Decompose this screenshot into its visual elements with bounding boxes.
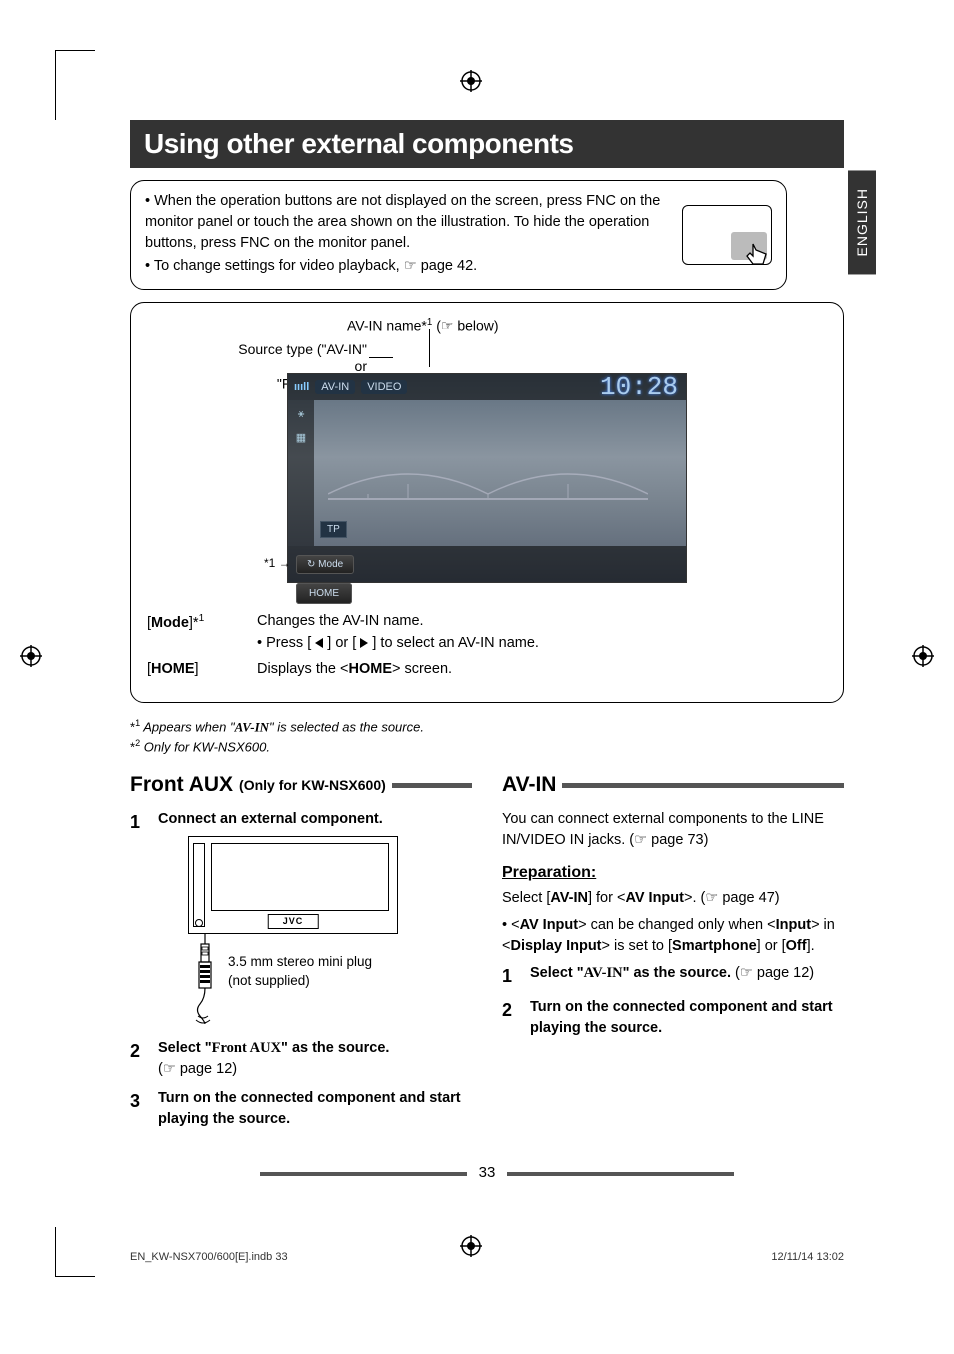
- av-in-intro: You can connect external components to t…: [502, 809, 844, 851]
- tp-indicator: TP: [320, 521, 347, 538]
- footer-right: 12/11/14 13:02: [771, 1251, 844, 1263]
- step-title: Turn on the connected component and star…: [158, 1088, 472, 1130]
- mode-sub: Press [ ] or [ ] to select an AV-IN name…: [257, 633, 539, 655]
- stereo-illustration: JVC: [188, 836, 418, 1024]
- screenshot-box: AV-IN name*1 (☞ below) Source type ("AV-…: [130, 302, 844, 703]
- signal-icon: ıııll: [294, 381, 309, 393]
- info-line: To change settings for video playback, ☞…: [145, 256, 668, 277]
- preparation-heading: Preparation:: [502, 861, 844, 884]
- step-number: 1: [130, 809, 148, 1030]
- annotation-star: *1 →: [264, 556, 291, 570]
- screen-clock: 10:28: [600, 372, 678, 402]
- footnotes: *1 Appears when "AV-IN" is selected as t…: [130, 717, 844, 756]
- step-title: Turn on the connected component and star…: [530, 997, 844, 1039]
- device-screenshot: ıııll AV-IN VIDEO 10:28 ⚹ ▦ TP ↻ M: [287, 373, 687, 583]
- screen-home-button[interactable]: HOME: [296, 583, 352, 604]
- av-in-heading: AV-IN: [502, 770, 844, 800]
- mode-key: [Mode]*1: [147, 611, 257, 655]
- mode-desc: Changes the AV-IN name.: [257, 611, 539, 633]
- nav-icon: ▦: [296, 431, 306, 444]
- step-number: 1: [502, 963, 520, 989]
- screen-video-label: VIDEO: [361, 380, 407, 394]
- step-ref: (☞ page 12): [735, 965, 814, 981]
- step-title: Select "AV-IN" as the source.: [530, 965, 735, 981]
- trim-mark: [55, 1227, 95, 1277]
- label-avin-name: AV-IN name*1 (☞ below): [347, 317, 499, 335]
- front-aux-heading: Front AUX (Only for KW-NSX600): [130, 770, 472, 800]
- bridge-illustration: [328, 444, 648, 514]
- step-number: 3: [130, 1088, 148, 1130]
- page-number: 33: [130, 1164, 844, 1181]
- right-column: AV-IN You can connect external component…: [502, 770, 844, 1138]
- step-number: 2: [130, 1038, 148, 1080]
- step-ref: (☞ page 12): [158, 1059, 472, 1080]
- prep-line: Select [AV-IN] for <AV Input>. (☞ page 4…: [502, 888, 844, 909]
- plug-label: 3.5 mm stereo mini plug (not supplied): [228, 952, 372, 991]
- home-key: [HOME]: [147, 659, 257, 681]
- page-title: Using other external components: [144, 128, 830, 160]
- crop-mark: [460, 1235, 482, 1257]
- home-desc: Displays the <HOME> screen.: [257, 659, 452, 681]
- page-title-bar: Using other external components: [130, 120, 844, 168]
- screen-mode-button[interactable]: ↻ Mode: [296, 555, 354, 574]
- info-box: When the operation buttons are not displ…: [130, 180, 787, 290]
- bluetooth-icon: ⚹: [298, 408, 305, 421]
- footer-left: EN_KW-NSX700/600[E].indb 33: [130, 1251, 288, 1263]
- prep-bullet: <AV Input> can be changed only when <Inp…: [502, 915, 844, 957]
- left-column: Front AUX (Only for KW-NSX600) 1 Connect…: [130, 770, 472, 1138]
- button-descriptions: [Mode]*1 Changes the AV-IN name. Press […: [147, 611, 827, 680]
- screen-avin-label: AV-IN: [315, 380, 355, 394]
- info-line: When the operation buttons are not displ…: [145, 191, 668, 254]
- touch-illustration: [682, 205, 772, 265]
- step-title: Connect an external component.: [158, 809, 472, 830]
- step-number: 2: [502, 997, 520, 1039]
- step-title: Select "Front AUX" as the source.: [158, 1038, 472, 1059]
- language-tab: ENGLISH: [848, 170, 876, 274]
